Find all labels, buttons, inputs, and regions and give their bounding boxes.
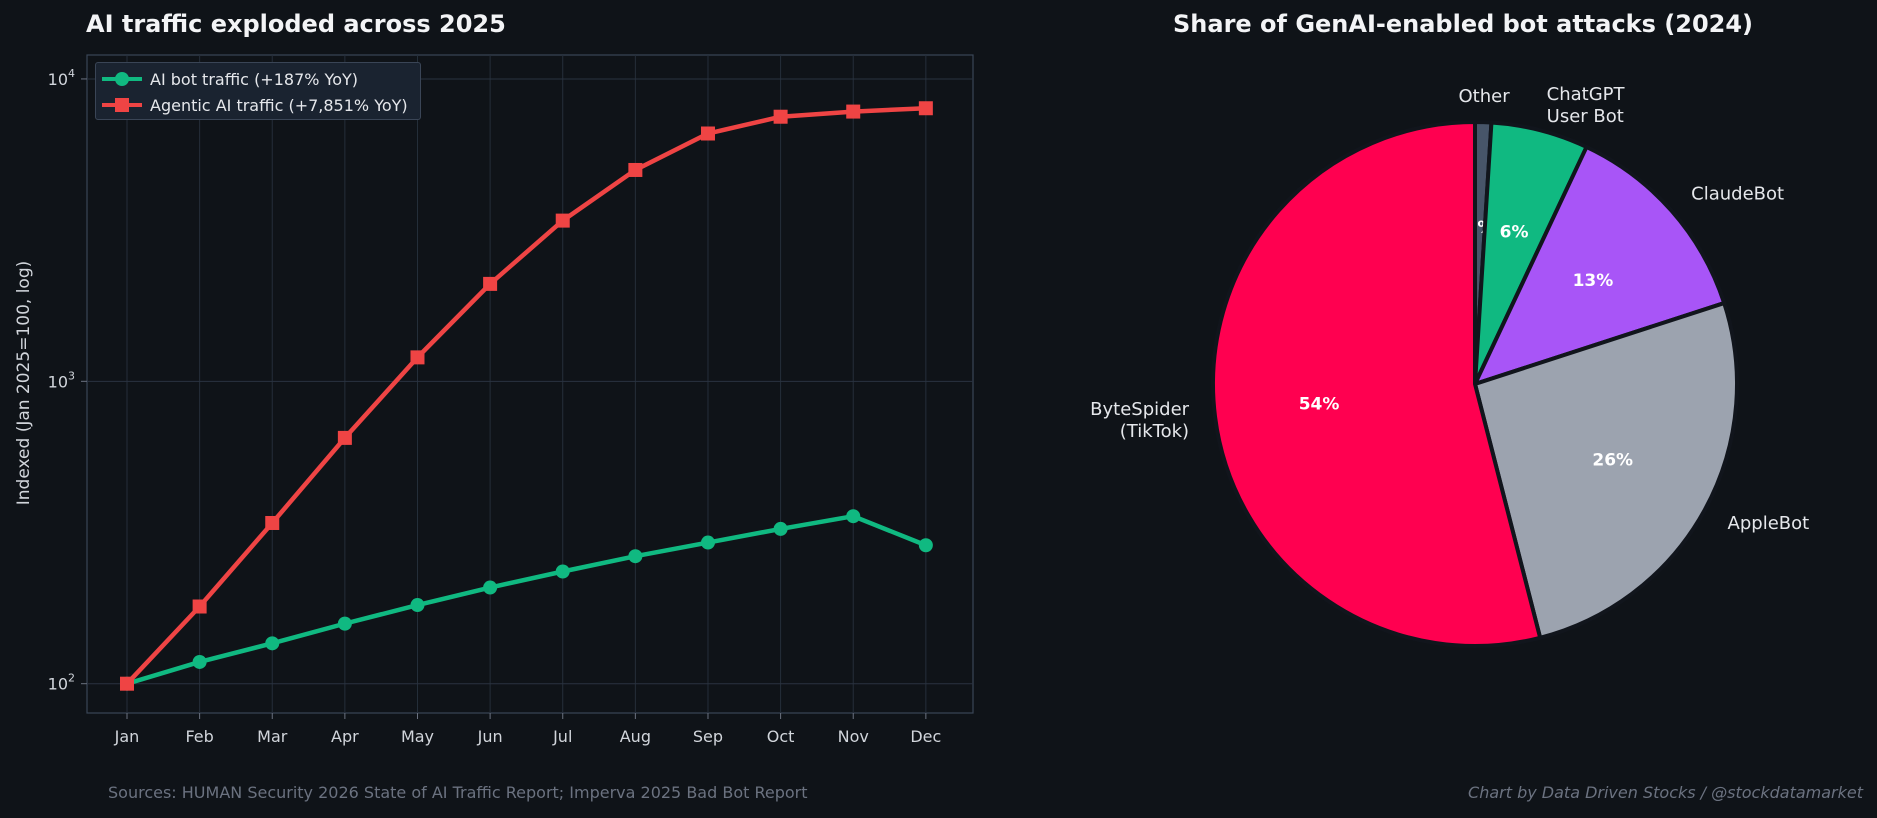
x-tick-label: Mar bbox=[257, 727, 288, 746]
pie-slice-claudebot bbox=[1473, 144, 1727, 386]
data-point-agentic bbox=[265, 515, 280, 530]
x-tick-label: May bbox=[401, 727, 434, 746]
sources-footnote: Sources: HUMAN Security 2026 State of AI… bbox=[108, 783, 808, 802]
pie-chart-title: Share of GenAI-enabled bot attacks (2024… bbox=[1173, 10, 1754, 38]
legend-item-agentic: Agentic AI traffic (+7,851% YoY) bbox=[102, 93, 408, 117]
x-tick-label: Sep bbox=[693, 727, 723, 746]
legend-label-agentic: Agentic AI traffic (+7,851% YoY) bbox=[150, 95, 408, 115]
x-tick-label: Jan bbox=[114, 727, 140, 746]
pie-slice-label: ChatGPT User Bot bbox=[1547, 84, 1626, 127]
chart-credit: Chart by Data Driven Stocks / @stockdata… bbox=[1468, 783, 1863, 802]
legend-item-ai-bot: AI bot traffic (+187% YoY) bbox=[102, 67, 358, 91]
data-point-agentic bbox=[337, 430, 352, 445]
data-point-ai-bot bbox=[700, 535, 715, 550]
x-tick-label: Dec bbox=[910, 727, 941, 746]
pie-slice-bytespider bbox=[1211, 120, 1543, 648]
line-chart-title: AI traffic exploded across 2025 bbox=[86, 10, 506, 38]
data-point-ai-bot bbox=[483, 580, 498, 595]
pie-slice-label: ByteSpider (TikTok) bbox=[1090, 399, 1189, 442]
pie-pct-label: 54% bbox=[1299, 395, 1340, 415]
data-point-agentic bbox=[628, 162, 643, 177]
data-point-agentic bbox=[773, 109, 788, 124]
data-point-agentic bbox=[410, 350, 425, 365]
data-point-ai-bot bbox=[192, 654, 207, 669]
data-point-ai-bot bbox=[628, 549, 643, 564]
y-tick-label: 104 bbox=[48, 67, 75, 89]
y-axis-label: Indexed (Jan 2025=100, log) bbox=[14, 260, 34, 506]
x-tick-label: Nov bbox=[838, 727, 869, 746]
x-tick-label: Jun bbox=[477, 727, 503, 746]
data-point-ai-bot bbox=[337, 616, 352, 631]
data-point-agentic bbox=[555, 213, 570, 228]
legend-label-ai-bot: AI bot traffic (+187% YoY) bbox=[150, 69, 358, 89]
data-point-ai-bot bbox=[410, 598, 425, 613]
data-point-ai-bot bbox=[265, 636, 280, 651]
data-point-agentic bbox=[700, 126, 715, 141]
data-point-ai-bot bbox=[846, 509, 861, 524]
data-point-ai-bot bbox=[918, 538, 933, 553]
pie-pct-label: 26% bbox=[1592, 451, 1633, 471]
legend-swatch-square-icon bbox=[102, 93, 142, 117]
data-point-agentic bbox=[120, 676, 134, 691]
pie-slice-applebot bbox=[1473, 301, 1739, 640]
y-tick-label: 102 bbox=[48, 672, 75, 694]
pie-pct-label: 6% bbox=[1500, 223, 1529, 243]
x-tick-label: Jul bbox=[552, 727, 572, 746]
plot-area bbox=[86, 54, 974, 714]
x-tick-label: Aug bbox=[620, 727, 651, 746]
x-tick-label: Feb bbox=[185, 727, 213, 746]
line-chart-legend: AI bot traffic (+187% YoY) Agentic AI tr… bbox=[95, 62, 421, 120]
x-tick-label: Oct bbox=[767, 727, 795, 746]
y-tick-label: 103 bbox=[48, 369, 75, 391]
legend-swatch-circle-icon bbox=[102, 67, 142, 91]
data-point-agentic bbox=[918, 101, 933, 116]
pie-slice-label: ClaudeBot bbox=[1691, 183, 1784, 204]
series-line-agentic bbox=[124, 105, 929, 686]
series-line-ai-bot bbox=[124, 513, 929, 686]
pie-pct-label: 13% bbox=[1573, 271, 1614, 291]
data-point-ai-bot bbox=[773, 521, 788, 536]
data-point-agentic bbox=[192, 599, 207, 614]
x-tick-label: Apr bbox=[331, 727, 359, 746]
pie-slice-label: AppleBot bbox=[1728, 513, 1810, 534]
data-point-agentic bbox=[483, 276, 498, 291]
data-point-ai-bot bbox=[555, 564, 570, 579]
data-point-agentic bbox=[846, 104, 861, 119]
pie-slice-label: Other bbox=[1458, 86, 1510, 107]
